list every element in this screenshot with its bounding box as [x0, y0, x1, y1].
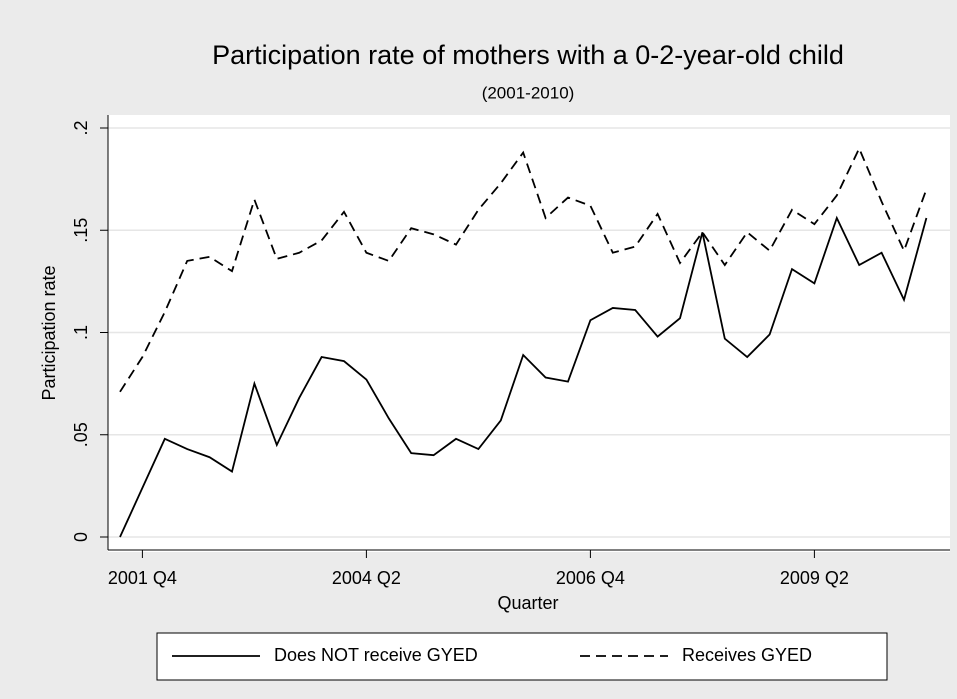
x-tick-label: 2004 Q2: [332, 568, 401, 588]
x-tick-label: 2009 Q2: [780, 568, 849, 588]
plot-area: [108, 115, 950, 552]
chart-title: Participation rate of mothers with a 0-2…: [212, 40, 844, 70]
y-tick-label: 0: [71, 532, 91, 542]
y-tick-label: .15: [71, 218, 91, 243]
legend-label: Receives GYED: [682, 645, 812, 665]
y-tick-label: .2: [71, 120, 91, 135]
y-tick-label: .05: [71, 422, 91, 447]
x-tick-label: 2006 Q4: [556, 568, 625, 588]
x-axis-label: Quarter: [497, 593, 558, 613]
x-tick-label: 2001 Q4: [108, 568, 177, 588]
legend: [156, 632, 888, 681]
y-axis-label: Participation rate: [39, 265, 59, 400]
chart-subtitle: (2001-2010): [482, 83, 575, 102]
series-line: [119, 146, 928, 393]
y-tick-label: .1: [71, 325, 91, 340]
series-line: [119, 215, 928, 538]
legend-label: Does NOT receive GYED: [274, 645, 478, 665]
